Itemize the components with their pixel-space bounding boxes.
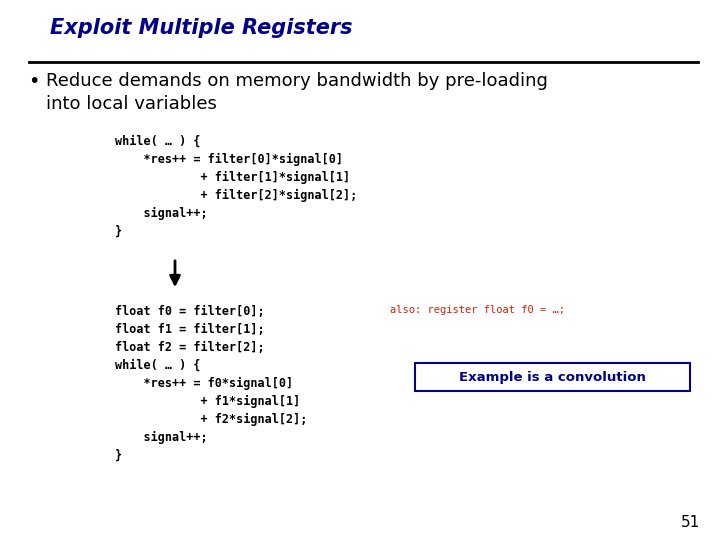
Text: Example is a convolution: Example is a convolution (459, 370, 646, 383)
Text: 51: 51 (680, 515, 700, 530)
Text: signal++;: signal++; (115, 207, 207, 220)
Text: signal++;: signal++; (115, 431, 207, 444)
Text: }: } (115, 449, 122, 462)
Text: also: register float f0 = …;: also: register float f0 = …; (390, 305, 565, 315)
Text: into local variables: into local variables (46, 95, 217, 113)
Text: float f1 = filter[1];: float f1 = filter[1]; (115, 323, 265, 336)
Text: while( … ) {: while( … ) { (115, 359, 200, 372)
Bar (415, 363, 690, 391)
Text: while( … ) {: while( … ) { (115, 135, 200, 148)
Text: float f0 = filter[0];: float f0 = filter[0]; (115, 305, 265, 318)
Text: •: • (28, 72, 40, 91)
Text: + f2*signal[2];: + f2*signal[2]; (115, 413, 307, 426)
Text: }: } (115, 225, 122, 238)
Text: *res++ = filter[0]*signal[0]: *res++ = filter[0]*signal[0] (115, 153, 343, 166)
Text: + filter[1]*signal[1]: + filter[1]*signal[1] (115, 171, 350, 184)
Text: Exploit Multiple Registers: Exploit Multiple Registers (50, 18, 353, 38)
Text: + filter[2]*signal[2];: + filter[2]*signal[2]; (115, 189, 357, 202)
Text: float f2 = filter[2];: float f2 = filter[2]; (115, 341, 265, 354)
Text: Reduce demands on memory bandwidth by pre-loading: Reduce demands on memory bandwidth by pr… (46, 72, 548, 90)
Text: + f1*signal[1]: + f1*signal[1] (115, 395, 300, 408)
Text: *res++ = f0*signal[0]: *res++ = f0*signal[0] (115, 377, 293, 390)
